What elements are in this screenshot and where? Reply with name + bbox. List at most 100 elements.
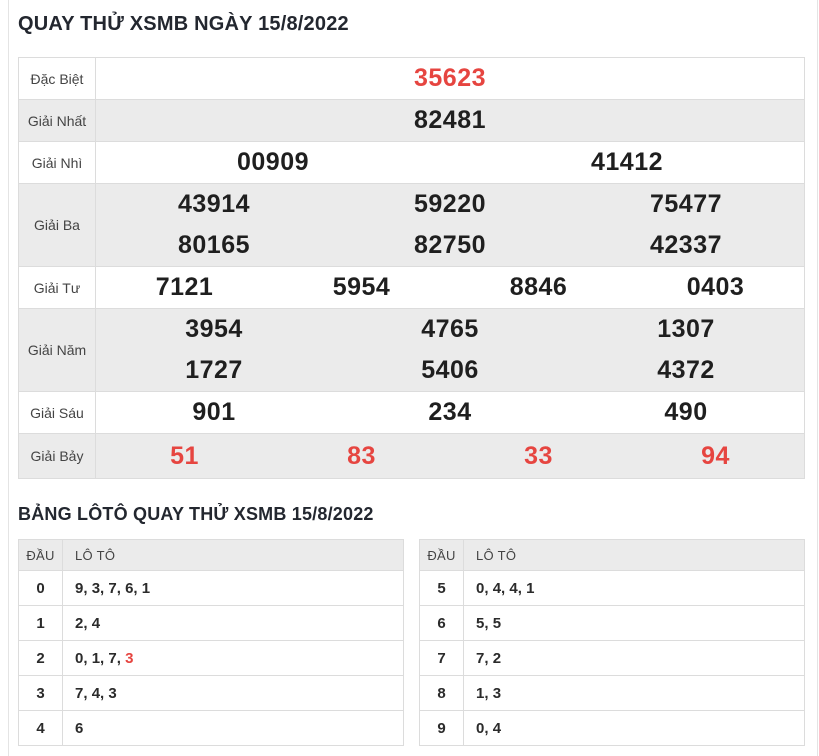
prize-number: 5954	[332, 273, 391, 301]
loto-number: 7	[108, 579, 117, 597]
prize-line: 82481	[96, 100, 804, 141]
comma-separator: ,	[100, 684, 109, 702]
loto-dau: 1	[19, 606, 63, 640]
prize-number: 83	[347, 441, 376, 470]
prize-row: Giải Sáu 901 234 490	[19, 391, 804, 433]
comma-separator: ,	[83, 684, 92, 702]
loto-number: 4	[492, 719, 502, 737]
prize-label: Giải Tư	[19, 267, 96, 308]
prize-label: Giải Nhất	[19, 100, 96, 141]
loto-number: 2	[492, 649, 502, 667]
comma-separator: ,	[116, 649, 126, 667]
prize-values: 901 234 490	[96, 392, 804, 433]
prize-values: 43914 59220 75477 80165 82750 42337	[96, 184, 804, 266]
loto-values: 0, 4	[464, 711, 804, 745]
prize-number: 3954	[185, 315, 243, 343]
loto-number: 3	[492, 684, 502, 702]
prize-number: 41412	[590, 148, 664, 176]
loto-number: 4	[509, 579, 518, 597]
loto-number: 1	[141, 579, 151, 597]
loto-values: 9, 3, 7, 6, 1	[63, 571, 403, 605]
prize-number: 43914	[177, 190, 251, 218]
loto-values: 0, 1, 7, 3	[63, 641, 403, 675]
loto-values: 1, 3	[464, 676, 804, 710]
prize-number: 0403	[686, 273, 745, 301]
comma-separator: ,	[116, 579, 126, 597]
loto-values: 0, 4, 4, 1	[464, 571, 804, 605]
prize-row: Giải Tư 7121 5954 8846 0403	[19, 266, 804, 308]
loto-number: 4	[91, 614, 101, 632]
comma-separator: ,	[484, 684, 493, 702]
loto-header-row: ĐẦU LÔ TÔ	[19, 540, 403, 570]
prize-values: 51 83 33 94	[96, 434, 804, 478]
loto-values: 5, 5	[464, 606, 804, 640]
prize-label: Giải Sáu	[19, 392, 96, 433]
prize-number: 35623	[413, 64, 487, 92]
loto-number: 5	[492, 614, 502, 632]
prize-number: 4765	[421, 315, 479, 343]
comma-separator: ,	[100, 579, 109, 597]
prize-label: Giải Ba	[19, 184, 96, 266]
loto-number: 4	[492, 579, 502, 597]
prize-row: Giải Nhất 82481	[19, 99, 804, 141]
prize-label: Đặc Biệt	[19, 58, 96, 99]
loto-dau: 9	[420, 711, 464, 745]
loto-number: 7	[476, 649, 485, 667]
prize-line: 901 234 490	[96, 392, 804, 433]
loto-dau: 6	[420, 606, 464, 640]
prize-number: 82750	[413, 231, 487, 259]
prize-line: 80165 82750 42337	[96, 225, 804, 266]
loto-header-row: ĐẦU LÔ TÔ	[420, 540, 804, 570]
loto-values: 7, 4, 3	[63, 676, 403, 710]
comma-separator: ,	[484, 719, 493, 737]
prize-row: Giải Nhì 00909 41412	[19, 141, 804, 183]
loto-values: 2, 4	[63, 606, 403, 640]
loto-header-loto: LÔ TÔ	[476, 547, 517, 563]
loto-number: 6	[75, 719, 84, 737]
loto-section-title: BẢNG LÔTÔ QUAY THỬ XSMB 15/8/2022	[18, 504, 374, 524]
loto-dau: 7	[420, 641, 464, 675]
loto-header-loto: LÔ TÔ	[75, 547, 116, 563]
loto-number: 2	[75, 614, 84, 632]
prize-number: 33	[524, 441, 553, 470]
loto-number: 3	[125, 649, 134, 667]
page-title: QUAY THỬ XSMB NGÀY 15/8/2022	[18, 13, 349, 35]
prize-number: 80165	[177, 231, 251, 259]
prize-label: Giải Năm	[19, 309, 96, 391]
comma-separator: ,	[83, 649, 92, 667]
prize-line: 3954 4765 1307	[96, 309, 804, 350]
page-content: QUAY THỬ XSMB NGÀY 15/8/2022 Đặc Biệt 356…	[8, 0, 818, 756]
loto-dau: 8	[420, 676, 464, 710]
prize-line: 1727 5406 4372	[96, 350, 804, 391]
prize-line: 00909 41412	[96, 142, 804, 183]
prize-label: Giải Nhì	[19, 142, 96, 183]
prize-label: Giải Bảy	[19, 434, 96, 478]
prize-line: 7121 5954 8846 0403	[96, 267, 804, 308]
loto-number: 3	[91, 579, 101, 597]
comma-separator: ,	[501, 579, 510, 597]
comma-separator: ,	[484, 614, 493, 632]
prize-number: 5406	[421, 356, 479, 384]
prize-number: 82481	[413, 106, 487, 134]
comma-separator: ,	[484, 649, 493, 667]
prize-number: 00909	[236, 148, 310, 176]
loto-dau: 5	[420, 571, 464, 605]
comma-separator: ,	[517, 579, 527, 597]
loto-header-dau: ĐẦU	[19, 540, 63, 570]
results-table: Đặc Biệt 35623 Giải Nhất 82481 Giải Nhì 00909…	[18, 57, 805, 479]
loto-number: 4	[91, 684, 101, 702]
loto-dau: 3	[19, 676, 63, 710]
prize-line: 51 83 33 94	[96, 434, 804, 478]
prize-number: 1727	[185, 356, 243, 384]
prize-number: 7121	[155, 273, 214, 301]
